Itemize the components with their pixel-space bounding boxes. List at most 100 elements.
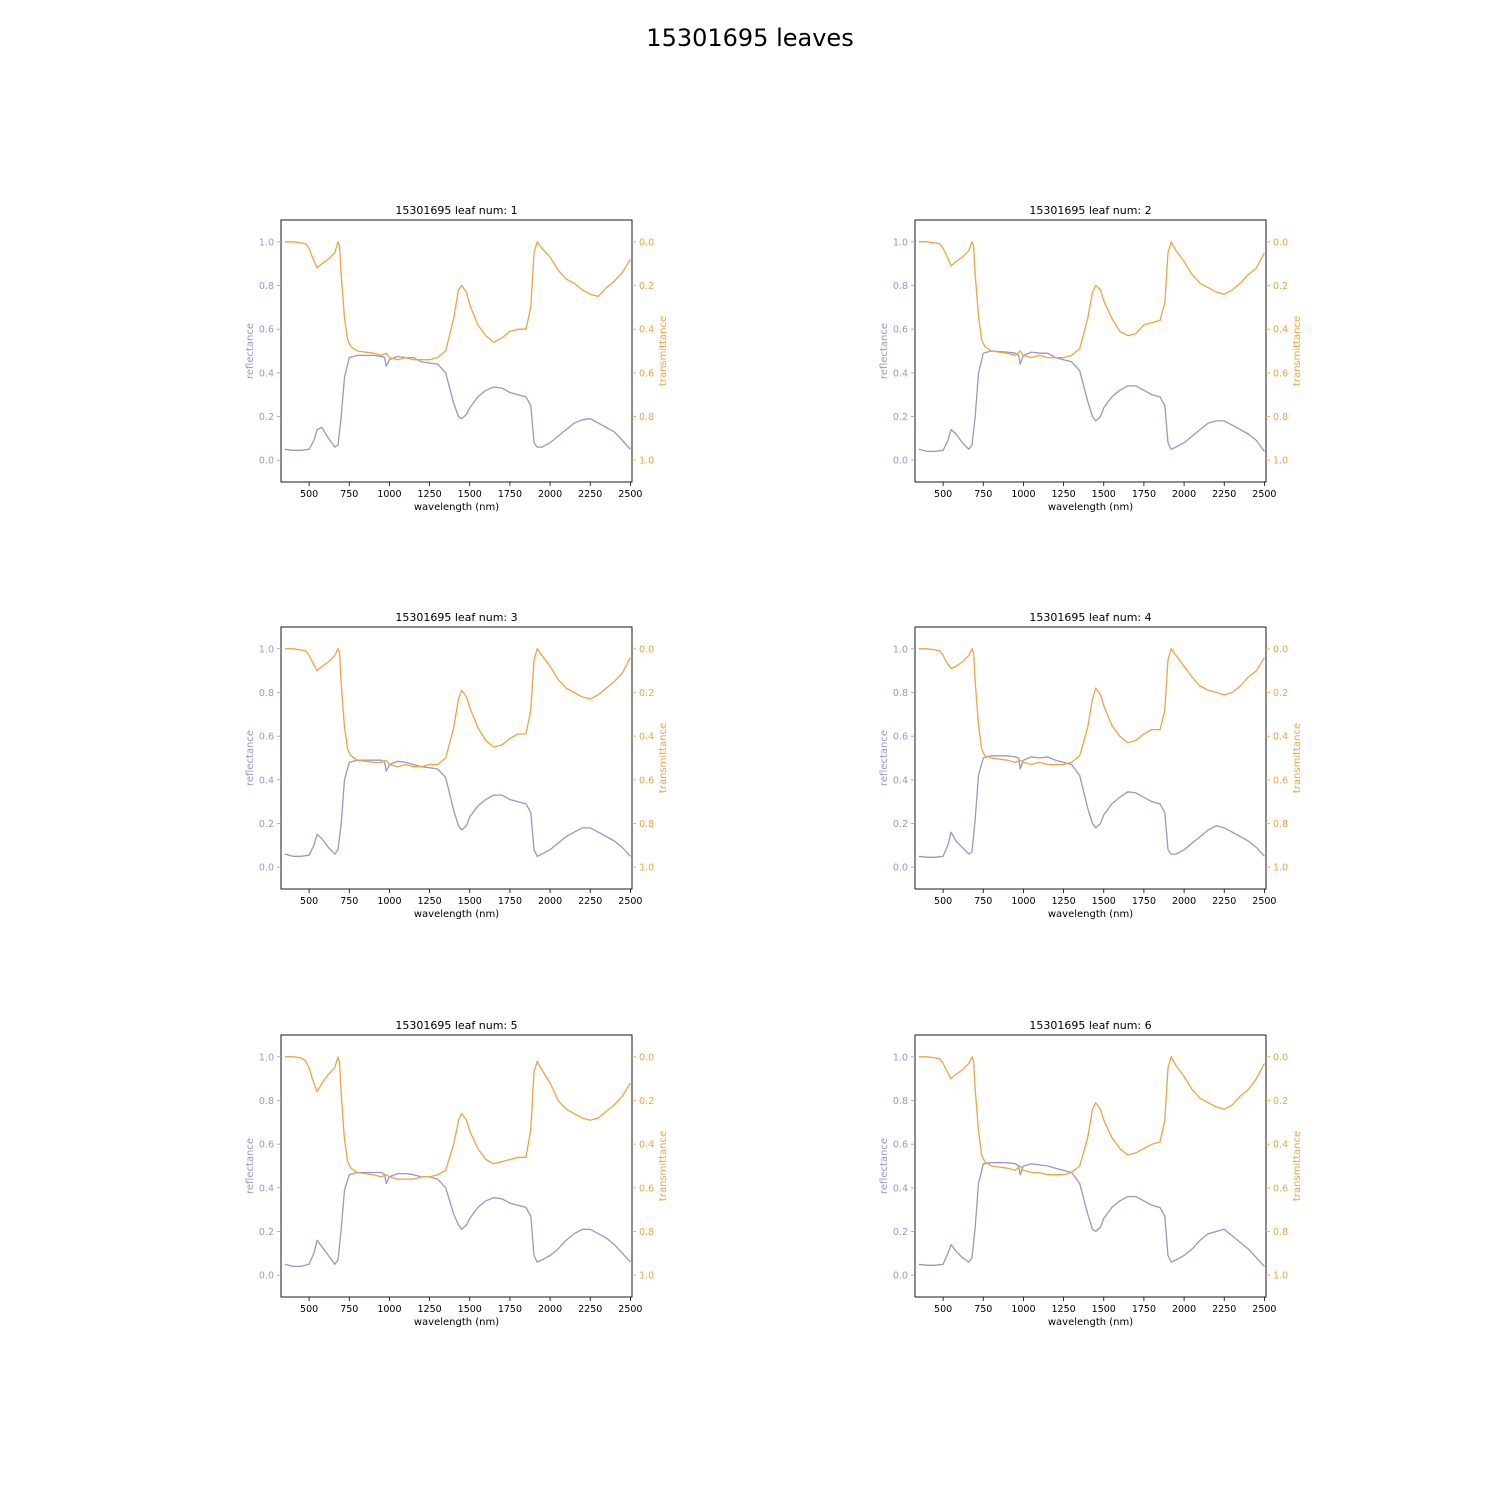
y2-tick-label: 1.0: [1273, 863, 1288, 874]
y2-tick-label: 1.0: [1273, 456, 1288, 467]
subplot-2: 15301695 leaf num: 2 500 750 1000 1250 1500 17…: [879, 204, 1303, 513]
y-tick-label: 0.0: [893, 456, 908, 467]
y2-tick-label: 0.6: [1273, 368, 1288, 379]
y2-tick-label: 0.0: [639, 644, 654, 655]
y-tick-label: 1.0: [893, 237, 908, 248]
y2-tick-label: 0.6: [639, 368, 654, 379]
x-tick-label: 2000: [538, 489, 562, 500]
y2-tick-label: 0.0: [1273, 644, 1288, 655]
y-tick-label: 0.8: [259, 281, 274, 292]
y-tick-label: 0.6: [893, 732, 908, 743]
x-tick-label: 1500: [458, 896, 482, 907]
y2-axis-label: transmittance: [658, 723, 669, 793]
x-tick-label: 2500: [618, 896, 642, 907]
subplot-title: 15301695 leaf num: 5: [395, 1019, 517, 1032]
series-reflectance-line: [284, 1171, 631, 1268]
x-tick-label: 500: [934, 896, 952, 907]
x-tick-label: 2250: [578, 1304, 602, 1315]
subplot-1: 15301695 leaf num: 1 500 750 1000 1250 1500 17…: [245, 204, 669, 513]
x-tick-label: 1250: [1051, 489, 1075, 500]
x-tick-label: 1000: [1011, 489, 1035, 500]
y-tick-label: 1.0: [893, 1052, 908, 1063]
y-tick-label: 0.8: [893, 1096, 908, 1107]
x-tick-label: 2250: [578, 896, 602, 907]
x-tick-label: 2000: [1172, 896, 1196, 907]
y2-axis-label: transmittance: [658, 1131, 669, 1201]
x-axis-label: wavelength (nm): [414, 909, 499, 920]
plot-frame: [280, 626, 633, 890]
y2-tick-label: 0.0: [639, 237, 654, 248]
x-tick-label: 2250: [1212, 896, 1236, 907]
x-tick-label: 2250: [578, 489, 602, 500]
x-axis-label: wavelength (nm): [1048, 1317, 1133, 1328]
y2-tick-label: 1.0: [639, 456, 654, 467]
y2-axis-label: transmittance: [1292, 316, 1303, 386]
y-tick-label: 0.8: [893, 688, 908, 699]
y-tick-label: 0.8: [259, 1096, 274, 1107]
y2-tick-label: 0.6: [639, 1183, 654, 1194]
x-tick-label: 2000: [1172, 489, 1196, 500]
y2-tick-label: 0.4: [1273, 325, 1288, 336]
y-tick-label: 0.4: [893, 775, 908, 786]
y2-tick-label: 0.2: [639, 688, 654, 699]
y-tick-label: 1.0: [259, 1052, 274, 1063]
y-tick-label: 0.2: [893, 819, 908, 830]
x-tick-label: 1500: [458, 489, 482, 500]
y2-tick-label: 0.2: [1273, 1096, 1288, 1107]
x-tick-label: 1500: [1092, 1304, 1116, 1315]
y2-tick-label: 0.0: [639, 1052, 654, 1063]
y-tick-label: 0.4: [893, 1183, 908, 1194]
subplot-5: 15301695 leaf num: 5 500 750 1000 1250 1500 17…: [245, 1019, 669, 1328]
y2-tick-label: 0.8: [1273, 819, 1288, 830]
x-tick-label: 500: [934, 489, 952, 500]
y2-axis-label: transmittance: [1292, 723, 1303, 793]
x-tick-label: 1000: [1011, 896, 1035, 907]
series-transmittance-line: [919, 1056, 1265, 1176]
series-reflectance-line: [918, 1162, 1265, 1267]
y-tick-label: 0.6: [259, 1140, 274, 1151]
y-axis-label: reflectance: [245, 730, 256, 786]
x-axis-label: wavelength (nm): [1048, 502, 1133, 513]
plot-frame: [280, 1034, 633, 1298]
x-tick-label: 500: [300, 1304, 318, 1315]
y-tick-label: 0.2: [259, 819, 274, 830]
y2-tick-label: 0.6: [1273, 775, 1288, 786]
y-tick-label: 0.4: [259, 775, 274, 786]
y2-tick-label: 1.0: [1273, 1271, 1288, 1282]
x-tick-label: 2000: [538, 896, 562, 907]
y-tick-label: 0.0: [259, 863, 274, 874]
y2-tick-label: 1.0: [639, 863, 654, 874]
x-tick-label: 1250: [417, 896, 441, 907]
y2-tick-label: 0.8: [639, 1227, 654, 1238]
y2-tick-label: 0.6: [1273, 1183, 1288, 1194]
y2-tick-label: 0.8: [639, 819, 654, 830]
y-tick-label: 0.4: [259, 1183, 274, 1194]
y2-tick-label: 0.8: [1273, 1227, 1288, 1238]
y2-tick-label: 0.8: [639, 412, 654, 423]
x-tick-label: 750: [974, 489, 992, 500]
x-axis-label: wavelength (nm): [414, 1317, 499, 1328]
y-tick-label: 1.0: [259, 237, 274, 248]
y-axis-label: reflectance: [879, 730, 890, 786]
x-tick-label: 750: [340, 896, 358, 907]
y-tick-label: 0.2: [259, 1227, 274, 1238]
y-tick-label: 0.0: [259, 456, 274, 467]
y-tick-label: 0.4: [893, 368, 908, 379]
x-tick-label: 1500: [1092, 896, 1116, 907]
plot-frame: [280, 219, 633, 483]
y-tick-label: 0.4: [259, 368, 274, 379]
y-tick-label: 0.0: [259, 1271, 274, 1282]
x-tick-label: 2250: [1212, 1304, 1236, 1315]
x-tick-label: 2500: [618, 489, 642, 500]
y-tick-label: 1.0: [259, 644, 274, 655]
y2-tick-label: 0.4: [639, 732, 654, 743]
x-tick-label: 1250: [1051, 896, 1075, 907]
x-tick-label: 2500: [1252, 896, 1276, 907]
y-axis-label: reflectance: [245, 323, 256, 379]
y2-tick-label: 0.2: [1273, 281, 1288, 292]
subplot-title: 15301695 leaf num: 3: [395, 611, 517, 624]
y-axis-label: reflectance: [879, 323, 890, 379]
x-tick-label: 500: [934, 1304, 952, 1315]
x-tick-label: 1250: [417, 489, 441, 500]
